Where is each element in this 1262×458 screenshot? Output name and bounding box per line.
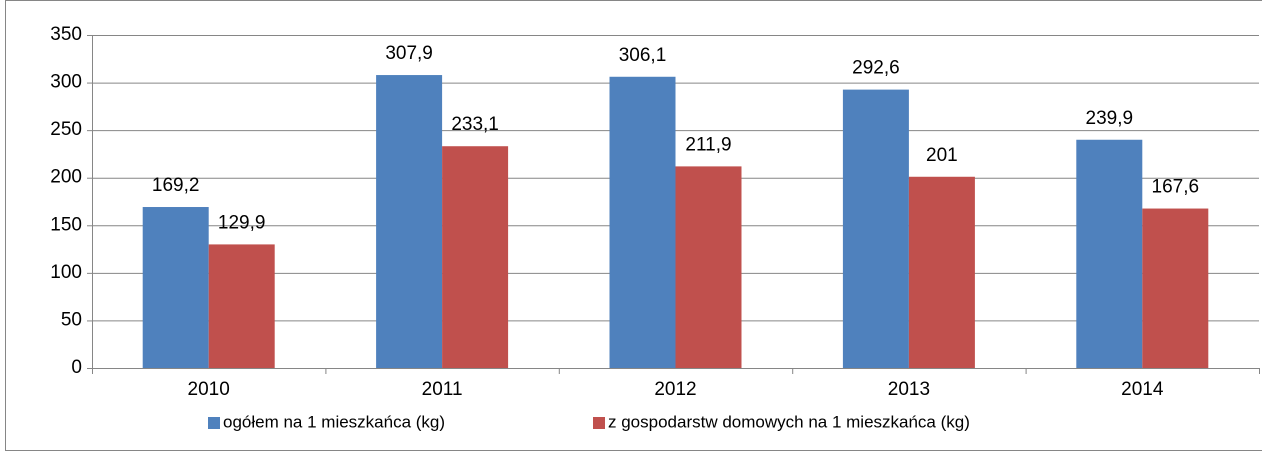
y-tick-label: 100 (50, 262, 82, 283)
bar (610, 77, 676, 368)
data-label: 306,1 (619, 45, 667, 66)
y-tick-label: 300 (50, 72, 82, 93)
x-tick-label: 2010 (188, 379, 230, 400)
y-tick-label: 200 (50, 167, 82, 188)
data-label: 292,6 (852, 58, 900, 79)
data-label: 233,1 (451, 114, 499, 135)
data-label: 169,2 (152, 175, 200, 196)
bar (676, 166, 742, 368)
data-label: 239,9 (1086, 108, 1134, 129)
bar (843, 90, 909, 368)
x-tick-label: 2014 (1121, 379, 1164, 400)
y-tick-label: 50 (61, 309, 82, 330)
data-label: 211,9 (685, 134, 731, 155)
x-tick-label: 2012 (654, 379, 696, 400)
x-tick-label: 2013 (888, 379, 930, 400)
bar (1076, 140, 1142, 368)
bar (143, 207, 209, 368)
legend-swatch (208, 417, 220, 429)
bar (442, 146, 508, 368)
bar (909, 177, 975, 368)
y-tick-label: 250 (50, 119, 82, 140)
x-tick-label: 2011 (422, 379, 463, 400)
data-label: 167,6 (1152, 177, 1200, 198)
bar (376, 75, 442, 368)
data-label: 307,9 (385, 43, 433, 64)
legend-swatch (593, 417, 605, 429)
y-tick-label: 0 (71, 357, 82, 378)
data-label: 129,9 (218, 212, 266, 233)
legend-label: z gospodarstw domowych na 1 mieszkańca (… (608, 412, 970, 431)
bar (209, 244, 275, 368)
bar (1142, 209, 1208, 368)
y-tick-label: 350 (50, 24, 82, 45)
legend-label: ogółem na 1 mieszkańca (kg) (223, 412, 445, 431)
data-label: 201 (926, 145, 958, 166)
y-tick-label: 150 (50, 214, 82, 235)
